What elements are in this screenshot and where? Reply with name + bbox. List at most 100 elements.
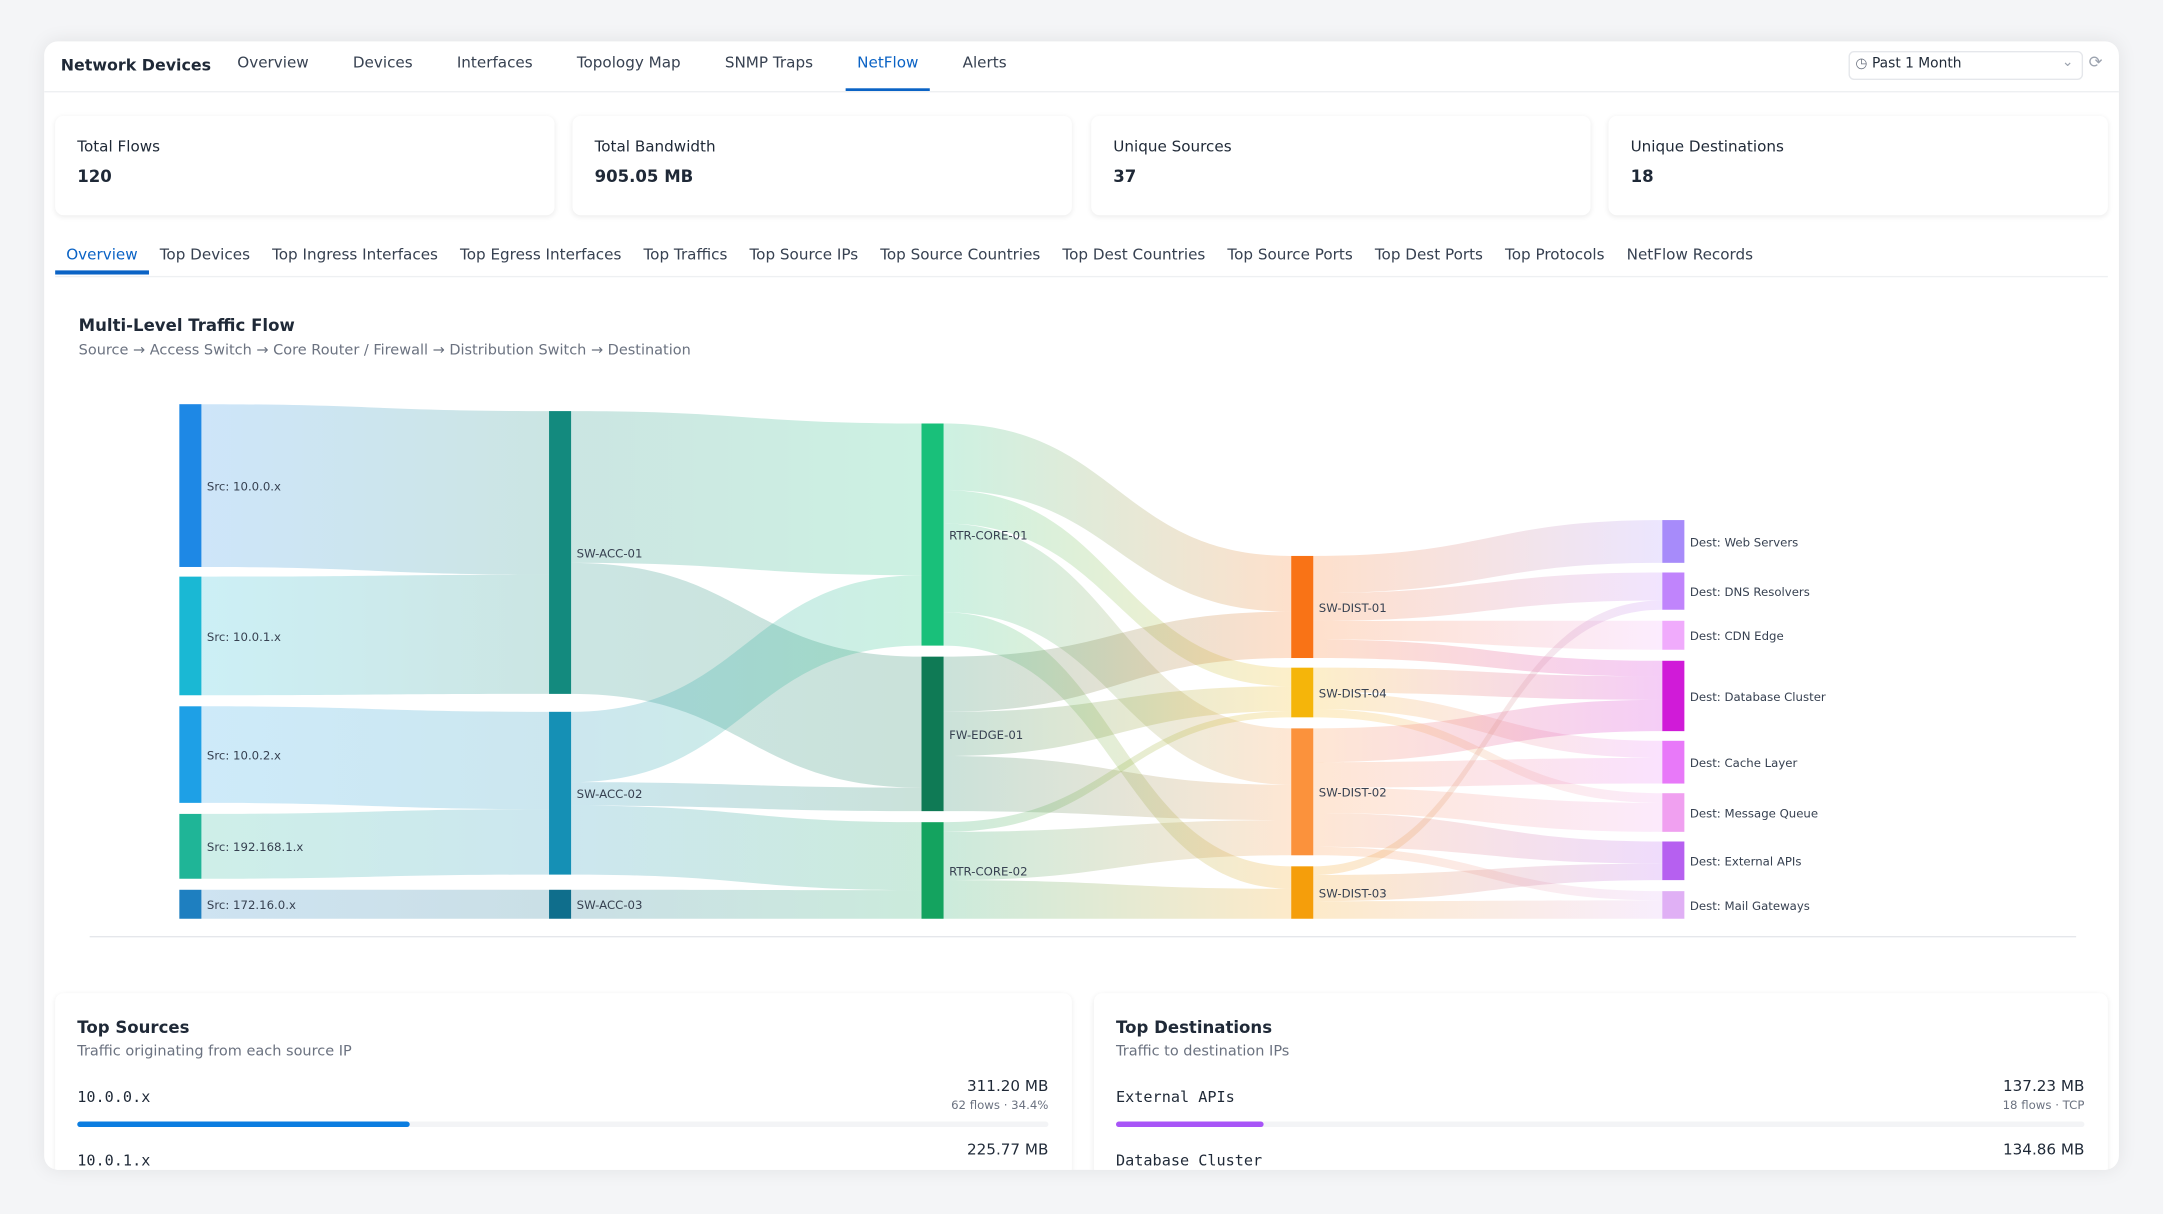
node-label: Dest: Database Cluster	[1690, 690, 1826, 704]
flow-link	[571, 805, 922, 891]
nav: Overview Devices Interfaces Topology Map SNM…	[226, 41, 1017, 92]
stat-label: Unique Destinations	[1630, 137, 1784, 156]
item-name: 10.0.0.x	[77, 1088, 151, 1107]
app-title: Network Devices	[60, 55, 212, 75]
node-label: Src: 10.0.2.x	[207, 748, 281, 762]
tab[interactable]: Top Traffics	[643, 245, 728, 264]
flow-link	[1313, 600, 1663, 876]
flow-node	[1662, 740, 1685, 784]
stat-value: 120	[77, 166, 112, 187]
tab[interactable]: Top Source IPs	[749, 245, 859, 264]
time-select[interactable]: ◷ Past 1 Month ⌄	[1848, 51, 2084, 81]
flow-node	[1662, 572, 1685, 610]
flow-subtitle: Source → Access Switch → Core Router / F…	[78, 342, 691, 359]
stat-label: Total Bandwidth	[594, 137, 716, 156]
node-label: Dest: External APIs	[1690, 855, 1802, 869]
flow-node	[1662, 620, 1685, 650]
node-label: Dest: Web Servers	[1690, 535, 1798, 549]
node-label: Src: 192.168.1.x	[207, 840, 303, 854]
flow-title: Multi-Level Traffic Flow	[78, 315, 295, 336]
tab[interactable]: Top Ingress Interfaces	[272, 245, 438, 264]
stat-value: 18	[1630, 166, 1654, 187]
flow-node	[921, 423, 944, 646]
node-label: SW-DIST-03	[1319, 886, 1387, 900]
flow-link	[201, 404, 550, 575]
flow-node	[1291, 667, 1314, 718]
bar-track	[77, 1121, 1049, 1128]
flow-node	[1662, 793, 1685, 832]
node-label: SW-ACC-02	[577, 787, 643, 801]
tab[interactable]: Top Dest Countries	[1062, 245, 1206, 264]
flow-link	[201, 706, 550, 810]
bar-track	[1116, 1121, 2085, 1128]
node-label: RTR-CORE-02	[949, 864, 1027, 878]
list-title: Top Sources	[77, 1018, 190, 1038]
stat-value: 37	[1113, 166, 1137, 187]
flow-link	[943, 612, 1292, 889]
tab[interactable]: Top Dest Ports	[1374, 245, 1483, 264]
nav-item[interactable]: Interfaces	[456, 53, 533, 72]
item-name: Database Cluster	[1116, 1151, 1263, 1170]
flow-node	[1291, 555, 1314, 659]
bar	[77, 1121, 410, 1128]
flow-link	[201, 889, 550, 919]
tab[interactable]: Overview	[55, 246, 149, 275]
tab[interactable]: Top Source Countries	[880, 245, 1041, 264]
tab[interactable]: Top Devices	[159, 245, 250, 264]
flow-link	[943, 711, 1292, 832]
flow-link	[1313, 667, 1663, 700]
flow-link	[201, 574, 550, 696]
refresh[interactable]: ⟳	[2088, 52, 2103, 72]
stat-card: Total Flows 120	[55, 115, 555, 216]
stat-label: Unique Sources	[1113, 137, 1232, 156]
flow-node	[179, 813, 202, 879]
flow-link	[571, 411, 922, 576]
divider	[44, 91, 2119, 93]
flow-link	[1313, 863, 1663, 902]
flow-node	[179, 889, 202, 919]
flow-node	[179, 706, 202, 803]
flow-link	[1313, 572, 1663, 621]
node-label: Dest: Mail Gateways	[1690, 899, 1810, 913]
flow-link	[1313, 520, 1663, 594]
flow-link	[201, 809, 550, 879]
tab[interactable]: Top Egress Interfaces	[460, 245, 622, 264]
stat-label: Total Flows	[77, 137, 161, 156]
tab[interactable]: Top Source Ports	[1227, 245, 1353, 264]
flow-link	[943, 755, 1292, 821]
flow-node	[921, 822, 944, 919]
item-name: External APIs	[1116, 1088, 1235, 1107]
node-label: Dest: CDN Edge	[1690, 629, 1784, 643]
flow-link	[943, 686, 1292, 756]
node-label: RTR-CORE-01	[949, 528, 1027, 542]
flow-link	[1313, 639, 1663, 677]
node-label: SW-DIST-02	[1319, 786, 1387, 800]
flow-link	[943, 423, 1292, 612]
list-title: Top Destinations	[1116, 1018, 1273, 1038]
flow-link	[943, 880, 1292, 919]
item-value: 311.20 MB	[966, 1077, 1049, 1096]
nav-item[interactable]: NetFlow	[846, 41, 930, 92]
nav-item[interactable]: Devices	[352, 53, 413, 72]
nav-item[interactable]: SNMP Traps	[724, 53, 813, 72]
flow-node	[1291, 866, 1314, 919]
tab[interactable]: NetFlow Records	[1626, 245, 1754, 264]
stat-value: 905.05 MB	[594, 166, 694, 187]
flow-link	[1313, 620, 1663, 650]
node-label: SW-DIST-01	[1319, 601, 1387, 615]
tab[interactable]: Top Protocols	[1505, 245, 1605, 264]
flow-link	[1313, 812, 1663, 864]
flow-node	[549, 411, 572, 694]
nav-item[interactable]: Topology Map	[576, 53, 681, 72]
node-label: Dest: Message Queue	[1690, 806, 1818, 820]
flow-link	[943, 820, 1292, 881]
node-label: Dest: Cache Layer	[1690, 756, 1798, 770]
nav-item[interactable]: Alerts	[962, 53, 1007, 72]
flow-node	[549, 711, 572, 875]
item-value: 137.23 MB	[2002, 1077, 2085, 1096]
flow-node	[1662, 660, 1685, 732]
nav-item[interactable]: Overview	[237, 53, 309, 72]
